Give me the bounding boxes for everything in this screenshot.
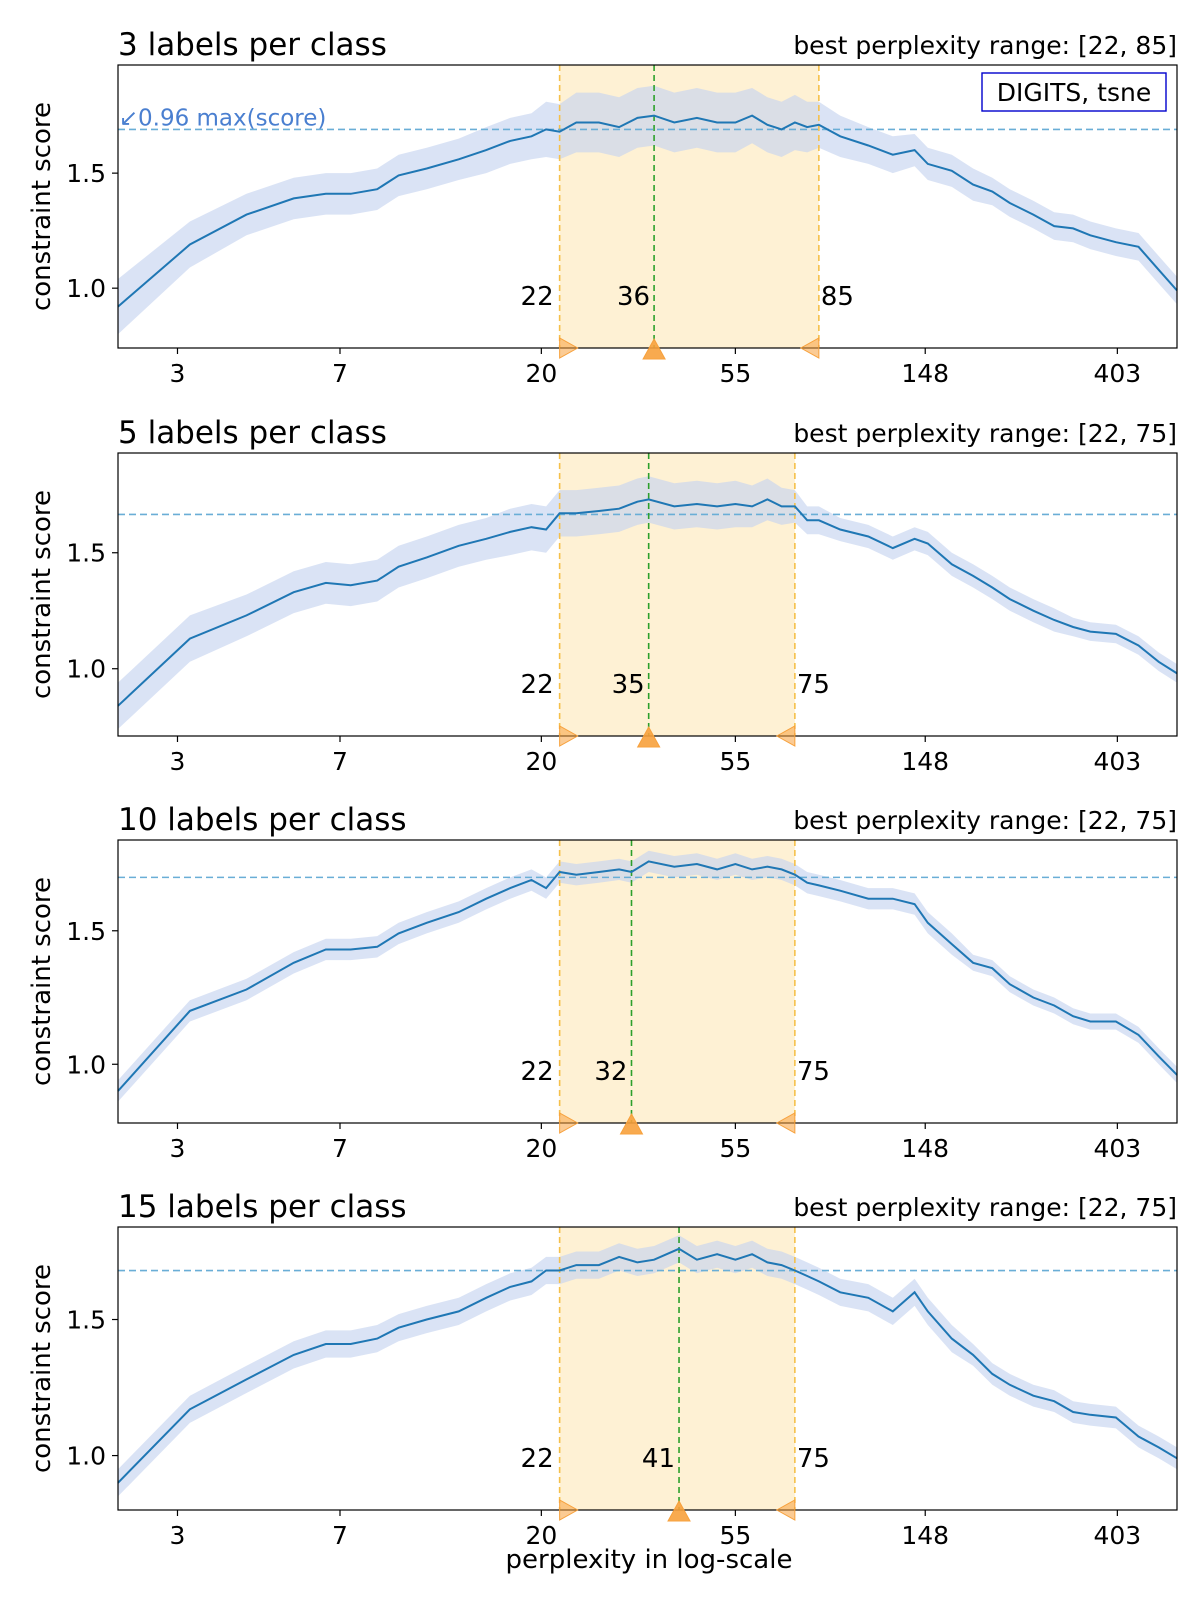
range-low-marker: [559, 1112, 579, 1134]
score-line: [117, 860, 1178, 1092]
best-range-text: best perplexity range: [22, 75]: [793, 1193, 1177, 1222]
x-tick-label: 3: [170, 1521, 186, 1550]
x-tick-label: 7: [332, 1134, 348, 1163]
range-low-label: 22: [521, 1444, 554, 1474]
x-axis-label: perplexity in log-scale: [506, 1545, 793, 1575]
x-tick-label: 55: [719, 1521, 751, 1550]
best-perplexity-label: 41: [642, 1444, 675, 1474]
y-tick-label: 1.0: [66, 1050, 106, 1079]
x-tick-label: 20: [525, 1134, 557, 1163]
range-high-label: 85: [821, 282, 854, 312]
range-high-label: 75: [797, 1057, 830, 1087]
best-perplexity-marker: [667, 1499, 691, 1522]
best-perplexity-label: 36: [617, 282, 650, 312]
y-tick-label: 1.0: [66, 655, 106, 684]
panel-title: 15 labels per class: [118, 1189, 407, 1225]
y-axis-label: constraint score: [27, 490, 57, 699]
x-tick-label: 3: [170, 1134, 186, 1163]
best-perplexity-marker: [642, 337, 666, 360]
x-tick-label: 7: [332, 747, 348, 776]
x-tick-label: 20: [525, 359, 557, 388]
range-high-marker: [775, 1112, 796, 1134]
arrow-icon: ↙: [119, 105, 138, 131]
range-low-label: 22: [521, 282, 554, 312]
range-low-label: 22: [521, 1057, 554, 1087]
y-tick-label: 1.0: [66, 1442, 106, 1471]
range-high-marker: [799, 337, 820, 359]
panel-3: 22 32 75 3 7 20 55 148 403 1.0 1.5 constraint score…: [27, 802, 1178, 1163]
x-tick-label: 148: [901, 359, 949, 388]
score-std-band: [118, 1235, 1177, 1497]
range-high-marker: [775, 725, 796, 747]
range-low-label: 22: [521, 670, 554, 700]
x-tick-label: 55: [719, 359, 751, 388]
x-tick-label: 7: [332, 359, 348, 388]
x-tick-label: 3: [170, 747, 186, 776]
best-range-text: best perplexity range: [22, 85]: [793, 31, 1177, 60]
panel-title: 3 labels per class: [118, 27, 387, 63]
y-axis-label: constraint score: [27, 102, 57, 311]
panels: 22 36 85 3 7 20 55 148 403 1.0 1.5 constraint score…: [27, 27, 1178, 1550]
y-tick-label: 1.5: [66, 159, 106, 188]
panel-1: 22 36 85 3 7 20 55 148 403 1.0 1.5 constraint score…: [27, 27, 1178, 388]
best-perplexity-marker: [619, 1112, 644, 1135]
best-range-text: best perplexity range: [22, 75]: [793, 419, 1177, 448]
x-tick-label: 20: [525, 747, 557, 776]
x-tick-label: 55: [719, 1134, 751, 1163]
x-tick-label: 55: [719, 747, 751, 776]
range-high-marker: [775, 1499, 796, 1521]
y-tick-label: 1.5: [66, 1306, 106, 1335]
range-low-marker: [559, 337, 579, 359]
max-score-label: 0.96 max(score): [138, 105, 326, 131]
best-perplexity-label: 32: [594, 1057, 627, 1087]
axes-frame: [117, 64, 1178, 349]
y-axis-label: constraint score: [27, 877, 57, 1086]
range-low-marker: [559, 725, 579, 747]
x-tick-label: 148: [901, 1521, 949, 1550]
range-low-marker: [559, 1499, 579, 1521]
y-tick-label: 1.0: [66, 274, 106, 303]
axes-frame: [117, 839, 1178, 1124]
x-tick-label: 20: [525, 1521, 557, 1550]
legend-text: DIGITS, tsne: [997, 78, 1151, 107]
panel-title: 5 labels per class: [118, 415, 387, 451]
best-range-area: [559, 840, 795, 1123]
score-std-band: [118, 85, 1177, 335]
y-axis-label: constraint score: [27, 1264, 57, 1473]
x-tick-label: 403: [1093, 747, 1141, 776]
score-line: [117, 1247, 1178, 1484]
score-std-band: [118, 850, 1177, 1102]
score-line: [117, 498, 1178, 707]
panel-2: 22 35 75 3 7 20 55 148 403 1.0 1.5 constraint score…: [27, 415, 1178, 776]
x-tick-label: 403: [1093, 359, 1141, 388]
x-tick-label: 3: [170, 359, 186, 388]
x-tick-label: 148: [901, 1134, 949, 1163]
legend-box: [981, 72, 1167, 112]
best-perplexity-marker: [636, 725, 661, 748]
range-high-label: 75: [797, 670, 830, 700]
score-line: [117, 114, 1178, 308]
panel-4: 22 41 75 3 7 20 55 148 403 1.0 1.5 constraint score…: [27, 1189, 1178, 1550]
y-tick-label: 1.5: [66, 539, 106, 568]
x-tick-label: 148: [901, 747, 949, 776]
x-tick-label: 403: [1093, 1134, 1141, 1163]
y-tick-label: 1.5: [66, 917, 106, 946]
best-range-text: best perplexity range: [22, 75]: [793, 806, 1177, 835]
axes-frame: [117, 1226, 1178, 1511]
x-tick-label: 403: [1093, 1521, 1141, 1550]
x-tick-label: 7: [332, 1521, 348, 1550]
best-perplexity-label: 35: [612, 670, 645, 700]
range-high-label: 75: [797, 1444, 830, 1474]
panel-title: 10 labels per class: [118, 802, 407, 838]
